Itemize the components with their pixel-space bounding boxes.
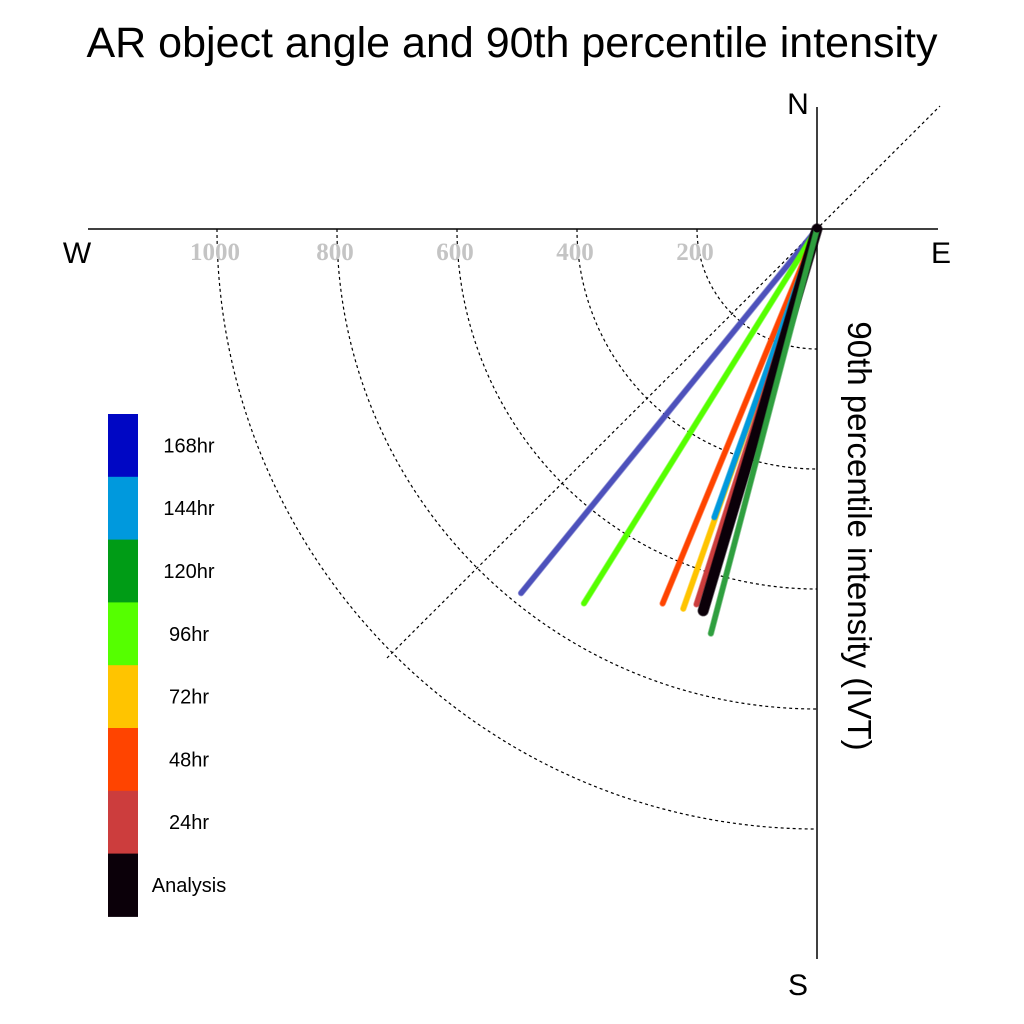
- compass-south: S: [788, 969, 808, 1002]
- legend-label-168hr: 168hr: [163, 435, 214, 457]
- tick-label-200: 200: [676, 239, 714, 266]
- series-vector-line: [581, 226, 820, 606]
- legend-swatch-144hr: [108, 476, 138, 541]
- compass-east: E: [931, 237, 951, 270]
- series-vectors: [517, 223, 823, 637]
- legend-swatch-96hr: [108, 602, 138, 666]
- legend-label-120hr: 120hr: [163, 561, 214, 583]
- tick-label-1000: 1000: [190, 239, 240, 266]
- origin-point: [813, 225, 821, 233]
- series-vector-line: [518, 226, 820, 596]
- compass-north: N: [787, 88, 809, 121]
- series-vector-96hr: [580, 225, 821, 607]
- series-vector-line: [660, 226, 820, 606]
- legend-swatch-120hr: [108, 539, 138, 603]
- legend-label-analysis: Analysis: [152, 875, 226, 897]
- legend-label-72hr: 72hr: [169, 687, 209, 709]
- compass-west: W: [63, 237, 92, 270]
- radial-tick-labels: 200 400 600 800 1000: [190, 239, 714, 266]
- series-vector-line: [708, 226, 820, 637]
- legend-label-96hr: 96hr: [169, 624, 209, 646]
- series-vector-48hr: [659, 225, 821, 607]
- legend: 168hr 144hr 120hr 96hr 72hr 48hr 24hr Analysis: [108, 414, 226, 917]
- tick-label-600: 600: [436, 239, 474, 266]
- series-vector-120hr: [707, 225, 821, 637]
- range-ring-1000: [216, 228, 818, 830]
- radial-axis-label: 90th percentile intensity (IVT): [841, 321, 878, 750]
- tick-label-400: 400: [556, 239, 594, 266]
- legend-swatch-analysis: [108, 853, 138, 917]
- tick-label-800: 800: [316, 239, 354, 266]
- series-vector-168hr: [517, 225, 821, 597]
- legend-label-144hr: 144hr: [163, 498, 214, 520]
- legend-swatch-168hr: [108, 414, 138, 478]
- legend-label-24hr: 24hr: [169, 812, 209, 834]
- legend-label-48hr: 48hr: [169, 749, 209, 771]
- range-ring-200: [696, 228, 818, 350]
- legend-swatch-72hr: [108, 665, 138, 729]
- legend-swatch-24hr: [108, 790, 138, 855]
- chart-title: AR object angle and 90th percentile inte…: [87, 19, 938, 67]
- legend-swatch-48hr: [108, 728, 138, 792]
- diagonal-guide: [386, 105, 941, 659]
